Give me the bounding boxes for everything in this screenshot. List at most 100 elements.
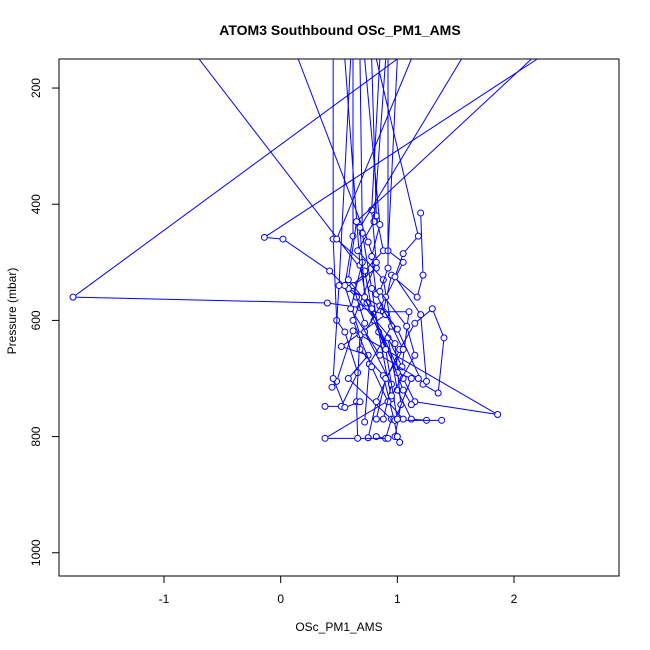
series-17 xyxy=(356,59,462,423)
data-point xyxy=(341,282,349,290)
series-segment xyxy=(371,209,377,263)
data-point xyxy=(344,374,352,382)
data-point xyxy=(423,377,430,385)
series-segment xyxy=(387,337,403,368)
series-segment xyxy=(356,59,532,223)
series-segment xyxy=(382,384,392,420)
data-point xyxy=(361,418,369,426)
data-point xyxy=(279,235,287,243)
series-2 xyxy=(260,59,538,446)
series-segment xyxy=(347,378,392,420)
series-segment xyxy=(399,323,416,350)
series-segment xyxy=(416,274,424,298)
data-point xyxy=(379,415,387,423)
chart-title: ATOM3 Southbound OSc_PM1_AMS xyxy=(219,22,460,38)
data-point xyxy=(399,345,407,353)
series-segment xyxy=(359,59,363,234)
series-segment xyxy=(394,276,422,315)
data-point xyxy=(414,374,422,382)
data-point xyxy=(69,293,77,301)
series-segment xyxy=(371,59,381,211)
data-point xyxy=(368,284,376,292)
data-point xyxy=(403,322,411,330)
data-point xyxy=(384,264,392,272)
data-point xyxy=(376,221,384,229)
data-point xyxy=(393,433,401,441)
series-segment xyxy=(344,331,359,373)
series-segment xyxy=(347,221,357,280)
series-segment xyxy=(364,296,387,333)
series-segment xyxy=(364,363,370,423)
data-point xyxy=(260,233,268,241)
y-tick-label: 800 xyxy=(29,426,43,446)
series-segment xyxy=(357,221,375,251)
data-point xyxy=(438,416,446,424)
data-point xyxy=(372,415,380,423)
series-segment xyxy=(327,302,361,309)
series-segment xyxy=(72,296,328,304)
series-segment xyxy=(378,331,392,399)
data-point xyxy=(407,415,415,423)
series-segment xyxy=(332,239,338,321)
data-point xyxy=(329,374,337,382)
series-segment xyxy=(371,256,377,295)
data-point xyxy=(376,287,384,295)
series-5 xyxy=(321,59,362,410)
series-segment xyxy=(371,366,389,402)
plot-frame xyxy=(58,58,620,577)
series-12 xyxy=(364,59,407,423)
data-point xyxy=(328,383,336,391)
series-19 xyxy=(376,59,419,400)
series-segment xyxy=(379,291,408,327)
series-segment xyxy=(332,378,346,408)
x-tick-label: 0 xyxy=(277,592,284,606)
y-tick-label: 1000 xyxy=(29,539,43,566)
x-axis: -1 0 1 2 xyxy=(159,576,518,606)
data-point xyxy=(399,386,407,394)
data-point xyxy=(361,319,369,327)
series-segment xyxy=(324,398,392,439)
series-segment xyxy=(364,296,387,350)
series-segment xyxy=(406,326,416,356)
data-point xyxy=(399,250,407,258)
y-tick-label: 200 xyxy=(29,78,43,98)
x-axis-label: OSc_PM1_AMS xyxy=(295,620,382,634)
series-segment xyxy=(371,59,377,216)
y-tick-label: 600 xyxy=(29,310,43,330)
series-10 xyxy=(354,59,395,426)
series-segment xyxy=(350,262,363,309)
data-point xyxy=(344,276,352,284)
data-point xyxy=(391,340,399,348)
data-point xyxy=(407,401,415,409)
data-point xyxy=(368,253,376,261)
series-segment xyxy=(368,325,392,365)
data-point xyxy=(417,209,425,217)
series-segment xyxy=(385,349,398,420)
data-point xyxy=(382,293,390,301)
data-point xyxy=(353,218,360,226)
data-point xyxy=(364,434,372,442)
data-point xyxy=(354,247,362,255)
series-segment xyxy=(371,224,381,257)
x-tick-label: -1 xyxy=(159,592,170,606)
series-segment xyxy=(282,238,330,272)
data-point xyxy=(434,389,442,397)
x-tick-label: 2 xyxy=(511,592,518,606)
series-segment xyxy=(356,401,359,439)
data-point xyxy=(333,235,341,243)
series-segment xyxy=(359,59,462,228)
data-point xyxy=(368,363,376,371)
data-point xyxy=(323,299,331,307)
data-point xyxy=(411,319,419,327)
data-point xyxy=(372,258,380,266)
data-point xyxy=(407,374,415,382)
data-point xyxy=(393,325,401,333)
data-point xyxy=(321,434,329,442)
data-point xyxy=(428,305,436,313)
series-segment xyxy=(437,337,445,394)
data-point xyxy=(356,223,364,231)
data-point xyxy=(337,343,345,351)
series-segment xyxy=(420,212,424,276)
y-axis-label: Pressure (mbar) xyxy=(5,268,19,355)
y-axis: 200 400 600 800 1000 xyxy=(29,78,59,566)
